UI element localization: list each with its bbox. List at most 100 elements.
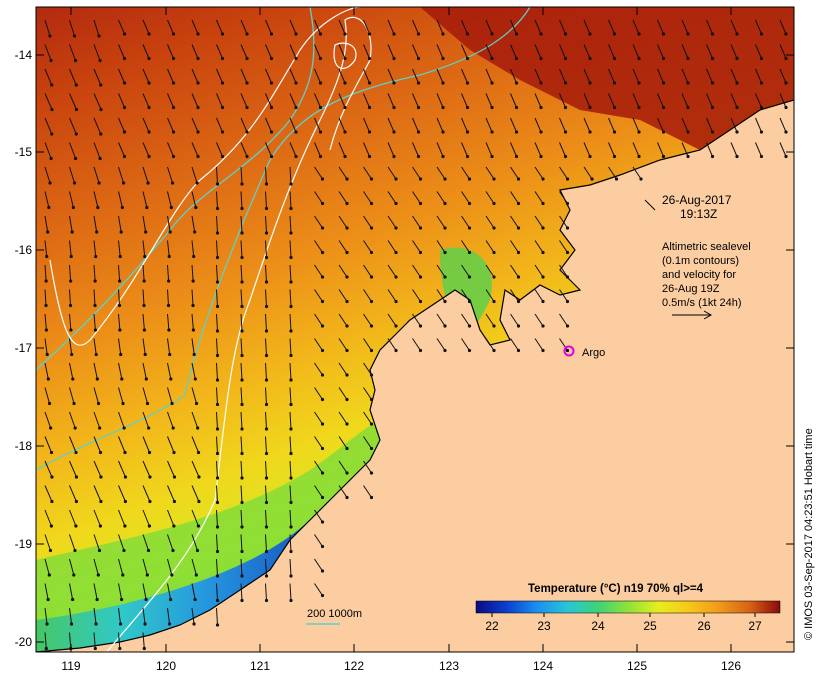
velocity-arrow [755, 142, 764, 159]
velocity-arrow [314, 93, 323, 110]
velocity-arrow [436, 289, 447, 304]
velocity-arrow [730, 19, 739, 36]
velocity-arrow [167, 436, 176, 455]
velocity-arrow [264, 436, 269, 456]
velocity-arrow [289, 117, 298, 134]
velocity-arrow [289, 93, 298, 110]
velocity-arrow [534, 68, 543, 85]
lat-tick-label: -18 [15, 439, 33, 453]
velocity-arrow [314, 166, 325, 181]
velocity-arrow [436, 240, 447, 255]
lat-tick-label: -20 [15, 635, 33, 649]
velocity-arrow [485, 289, 496, 304]
velocity-arrow [559, 117, 568, 134]
colorbar-tick-label: 24 [591, 619, 605, 633]
velocity-arrow [191, 93, 200, 110]
velocity-arrow [264, 558, 269, 578]
velocity-arrow [338, 289, 349, 304]
velocity-arrow [730, 68, 739, 85]
velocity-arrow [289, 411, 293, 431]
velocity-arrow [93, 632, 97, 651]
velocity-arrow [215, 338, 220, 358]
velocity-arrow [632, 142, 641, 159]
annotation-time: 19:13Z [680, 207, 717, 221]
velocity-arrow [142, 558, 149, 577]
map-frame [35, 6, 795, 653]
velocity-arrow [240, 509, 244, 529]
velocity-arrow [314, 460, 325, 475]
velocity-arrow [461, 240, 472, 255]
velocity-arrow [706, 117, 715, 134]
velocity-arrow [338, 362, 349, 377]
velocity-arrow [314, 485, 325, 500]
velocity-arrow [730, 142, 739, 159]
velocity-arrow [314, 534, 325, 549]
velocity-arrow [314, 68, 323, 85]
velocity-arrow [118, 19, 127, 36]
velocity-arrow [608, 142, 617, 159]
velocity-arrow [412, 191, 423, 206]
velocity-arrow [215, 460, 220, 480]
velocity-arrow [289, 362, 293, 382]
velocity-arrow [264, 485, 269, 505]
lon-tick-label: 124 [533, 659, 553, 673]
velocity-arrow [485, 44, 494, 61]
velocity-arrow [167, 240, 171, 259]
velocity-arrow [314, 436, 325, 451]
velocity-arrow [44, 362, 50, 381]
velocity-arrow [93, 338, 98, 357]
colorbar-tick-label: 22 [485, 619, 499, 633]
velocity-arrow [338, 264, 349, 279]
velocity-arrow [93, 583, 99, 602]
velocity-arrow [240, 191, 244, 211]
velocity-arrow [289, 19, 298, 36]
velocity-arrow [215, 558, 220, 578]
velocity-arrow [510, 166, 521, 181]
velocity-arrow [69, 485, 79, 504]
velocity-arrow [706, 68, 715, 85]
velocity-arrow [69, 387, 76, 406]
velocity-arrow [44, 68, 54, 87]
colorbar [475, 600, 781, 614]
velocity-arrow [93, 264, 97, 283]
velocity-arrow [338, 44, 347, 61]
argo-marker[interactable] [563, 345, 575, 357]
velocity-arrow [215, 313, 220, 333]
velocity-arrow [534, 313, 545, 328]
velocity-arrow [289, 44, 298, 61]
velocity-arrow [779, 117, 788, 134]
velocity-arrow [191, 436, 201, 455]
lat-tick-label: -19 [15, 537, 33, 551]
velocity-arrow [264, 460, 269, 480]
velocity-arrow [657, 44, 666, 61]
velocity-arrow [93, 534, 102, 553]
velocity-arrow [44, 534, 53, 553]
velocity-arrow [608, 19, 617, 36]
velocity-arrow [314, 338, 325, 353]
velocity-arrow [412, 117, 421, 134]
velocity-arrow [289, 509, 293, 529]
velocity-arrow [191, 313, 195, 332]
velocity-arrow [264, 338, 269, 358]
velocity-arrow [314, 313, 325, 328]
velocity-arrow [142, 387, 150, 406]
velocity-arrow [289, 166, 293, 186]
velocity-arrow [93, 485, 103, 504]
velocity-arrow [461, 68, 470, 85]
velocity-arrow [167, 583, 173, 602]
velocity-arrow [215, 583, 220, 603]
velocity-arrow [118, 436, 127, 455]
velocity-arrow [314, 387, 325, 402]
velocity-arrow [167, 387, 174, 406]
velocity-arrow [485, 191, 496, 206]
velocity-arrow [69, 68, 78, 87]
velocity-arrow [191, 68, 200, 85]
velocity-arrow [240, 93, 249, 110]
sealevel-contour-1 [49, 7, 361, 346]
velocity-arrow [44, 632, 48, 651]
velocity-arrow [363, 436, 374, 451]
velocity-arrow [215, 607, 220, 627]
velocity-arrow [240, 534, 244, 554]
